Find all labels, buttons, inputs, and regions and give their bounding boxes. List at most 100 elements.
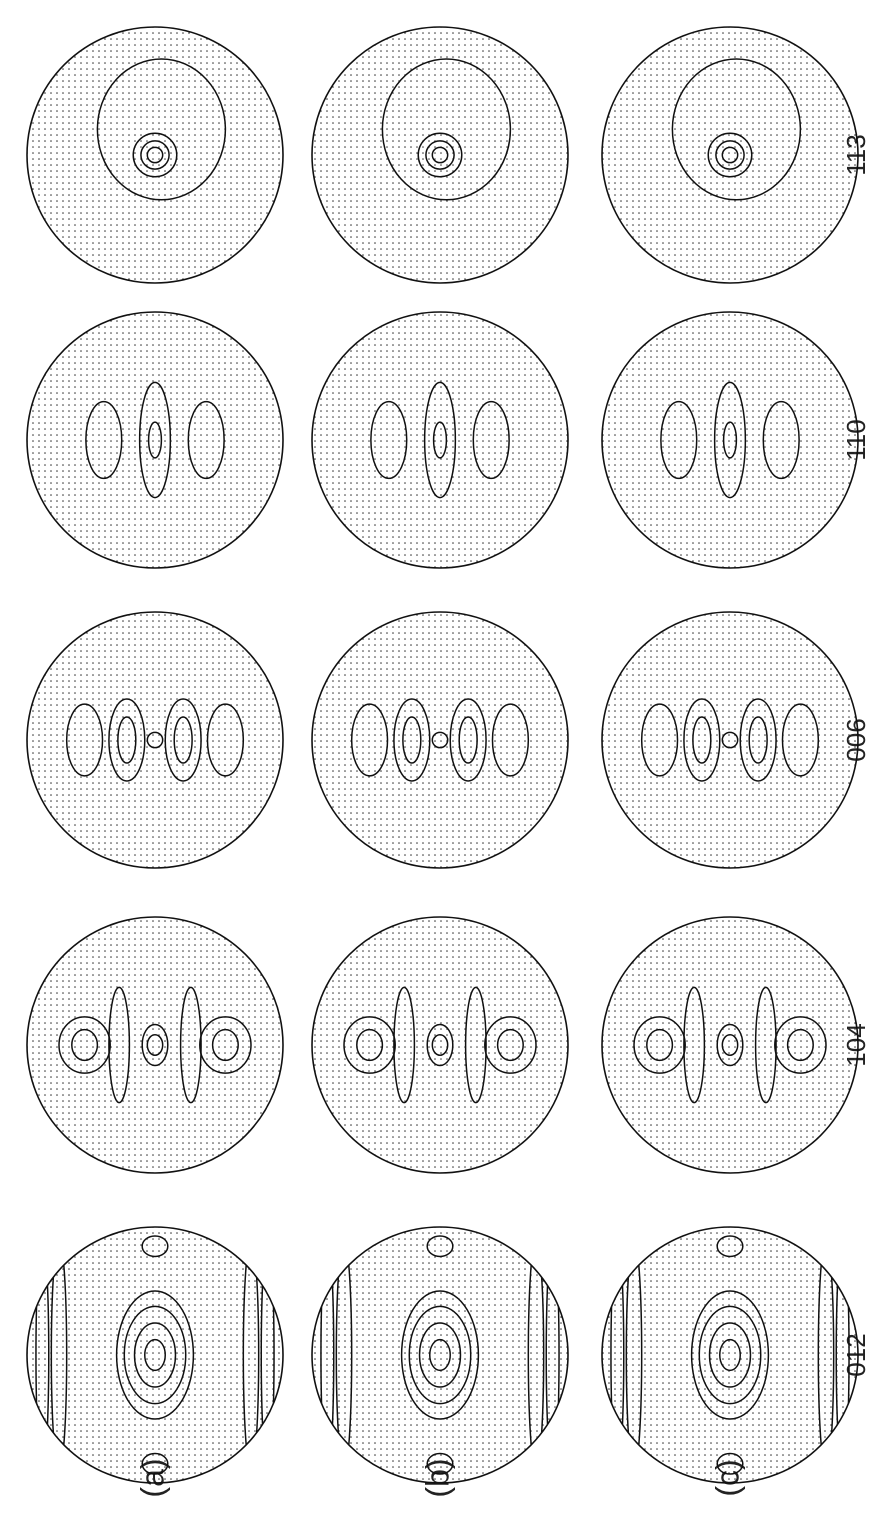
contour-line bbox=[144, 1338, 166, 1372]
contour-line bbox=[115, 1290, 195, 1420]
contour-line bbox=[683, 698, 721, 782]
pole-figure-outline bbox=[601, 26, 859, 284]
contour-line bbox=[402, 716, 422, 764]
contour-line bbox=[132, 132, 178, 178]
contour-line bbox=[164, 698, 202, 782]
contour-line bbox=[432, 421, 448, 459]
contour-line bbox=[393, 698, 431, 782]
contour-line bbox=[400, 1290, 480, 1420]
contour-line bbox=[707, 132, 753, 178]
pole-figure-outline bbox=[311, 26, 569, 284]
contour-line bbox=[715, 140, 745, 170]
pole-figure-outline bbox=[311, 611, 569, 869]
pole-figure bbox=[26, 311, 284, 569]
stipple-region bbox=[27, 312, 283, 568]
contour-line bbox=[146, 146, 164, 164]
pole-figure bbox=[311, 26, 569, 284]
contour-line bbox=[640, 703, 679, 777]
contour-line bbox=[781, 703, 820, 777]
contour-line bbox=[472, 400, 510, 480]
pole-figure bbox=[26, 611, 284, 869]
contour-line bbox=[431, 1034, 449, 1056]
contour-line bbox=[692, 716, 712, 764]
pole-figure bbox=[601, 26, 859, 284]
stipple-region bbox=[312, 312, 568, 568]
contour-line bbox=[85, 400, 123, 480]
stipple-region bbox=[602, 312, 858, 568]
pole-figure bbox=[311, 916, 569, 1174]
contour-line bbox=[786, 1028, 814, 1062]
contour-line bbox=[173, 716, 193, 764]
pole-figure bbox=[601, 311, 859, 569]
contour-line bbox=[496, 1028, 524, 1062]
contour-line bbox=[393, 986, 416, 1104]
contour-line bbox=[65, 703, 104, 777]
contour-line bbox=[211, 1028, 239, 1062]
contour-line bbox=[141, 1023, 169, 1067]
contour-line bbox=[426, 1452, 454, 1475]
pole-figure-outline bbox=[601, 1226, 859, 1484]
contour-line bbox=[408, 1305, 472, 1405]
stipple-region bbox=[602, 917, 858, 1173]
contour-line bbox=[484, 1016, 537, 1074]
stipple-region bbox=[312, 1227, 568, 1483]
contour-line bbox=[141, 1452, 169, 1475]
stipple-region bbox=[27, 1227, 283, 1483]
stipple-region bbox=[27, 27, 283, 283]
contour-line bbox=[370, 400, 408, 480]
contour-line bbox=[660, 400, 698, 480]
contour-line bbox=[140, 140, 170, 170]
contour-line bbox=[458, 716, 478, 764]
contour-line bbox=[426, 1235, 454, 1258]
pole-figure bbox=[26, 26, 284, 284]
contour-line bbox=[431, 146, 449, 164]
contour-line bbox=[716, 1023, 744, 1067]
contour-line bbox=[350, 703, 389, 777]
pole-figure-outline bbox=[601, 916, 859, 1174]
contour-line bbox=[123, 1305, 187, 1405]
contour-line bbox=[708, 1322, 752, 1388]
contour-line bbox=[199, 1016, 252, 1074]
stipple-region bbox=[312, 917, 568, 1173]
contour-line bbox=[58, 1016, 111, 1074]
contour-line bbox=[721, 1034, 739, 1056]
contour-line bbox=[187, 400, 225, 480]
contour-line bbox=[418, 1322, 462, 1388]
contour-line bbox=[423, 381, 457, 499]
stipple-region bbox=[312, 612, 568, 868]
contour-line bbox=[646, 1028, 674, 1062]
contour-line bbox=[429, 1338, 451, 1372]
contour-line bbox=[96, 58, 227, 201]
pole-figure-outline bbox=[311, 311, 569, 569]
contour-line bbox=[713, 381, 747, 499]
pole-figure bbox=[311, 1226, 569, 1484]
stipple-region bbox=[602, 1227, 858, 1483]
pole-figure bbox=[311, 311, 569, 569]
contour-line bbox=[716, 1452, 744, 1475]
contour-line bbox=[138, 381, 172, 499]
contour-line bbox=[716, 1235, 744, 1258]
contour-line bbox=[206, 703, 245, 777]
pole-figure bbox=[26, 1226, 284, 1484]
contour-line bbox=[417, 132, 463, 178]
contour-line bbox=[464, 986, 487, 1104]
pole-figure-outline bbox=[311, 916, 569, 1174]
contour-line bbox=[774, 1016, 827, 1074]
pole-figure bbox=[601, 916, 859, 1174]
pole-figure-outline bbox=[26, 1226, 284, 1484]
contour-line bbox=[748, 716, 768, 764]
stipple-region bbox=[602, 612, 858, 868]
contour-line bbox=[762, 400, 800, 480]
contour-line bbox=[719, 1338, 741, 1372]
contour-line bbox=[491, 703, 530, 777]
contour-line bbox=[425, 140, 455, 170]
contour-line bbox=[141, 1235, 169, 1258]
contour-line bbox=[117, 716, 137, 764]
contour-line bbox=[146, 1034, 164, 1056]
pole-figure-outline bbox=[311, 1226, 569, 1484]
contour-line bbox=[690, 1290, 770, 1420]
contour-line bbox=[721, 146, 739, 164]
contour-line bbox=[133, 1322, 177, 1388]
contour-line bbox=[431, 731, 449, 749]
